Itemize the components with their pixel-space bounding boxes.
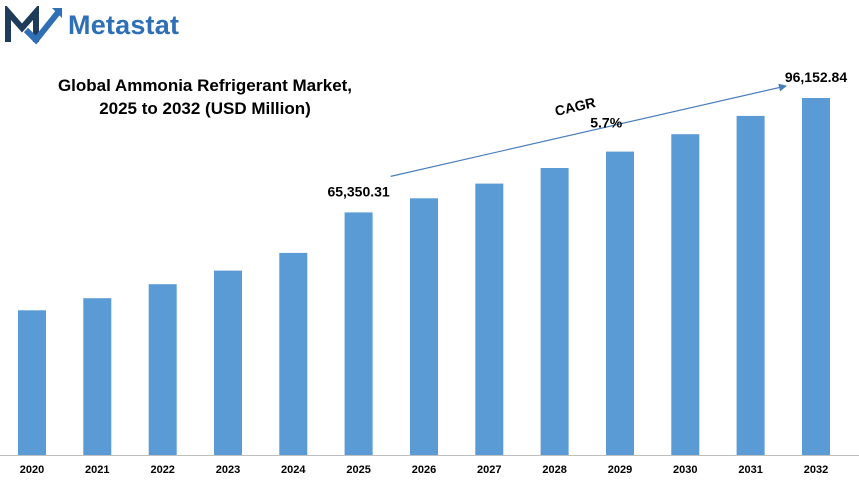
bar-2024 [279,252,308,455]
x-tick-2027: 2027 [477,464,501,476]
x-axis-ticks: 2020 2021 2022 2023 2024 2025 2026 2027 2028 2029… [20,464,828,476]
bar-2031 [736,115,765,456]
bar-2028 [540,168,569,455]
x-tick-2026: 2026 [412,464,436,476]
x-tick-2028: 2028 [542,464,566,476]
bar-2022 [148,284,177,455]
chart-title-line-1: Global Ammonia Refrigerant Market, [57,76,353,95]
bar-2020 [18,310,46,455]
x-tick-2032: 2032 [804,464,828,476]
bar-2030 [671,134,700,455]
bar-2032 [802,98,830,455]
x-tick-2025: 2025 [346,464,370,476]
x-tick-2022: 2022 [150,464,174,476]
bar-series [18,98,830,456]
data-label-2025: 65,350.31 [327,183,389,199]
cagr-arrow [390,83,787,177]
bar-2026 [410,198,438,456]
data-label-2032: 96,152.84 [785,69,847,85]
x-tick-2021: 2021 [85,464,109,476]
brand-logo: Metastat [4,4,219,46]
x-tick-2031: 2031 [738,464,762,476]
brand-name: Metastat [68,10,180,40]
x-tick-2024: 2024 [281,464,306,476]
bar-2021 [83,298,112,455]
x-tick-2029: 2029 [608,464,632,476]
cagr-value: 5.7% [590,114,622,130]
x-tick-2023: 2023 [216,464,240,476]
x-tick-2020: 2020 [20,464,44,476]
bar-2025 [344,212,373,455]
cagr-annotation: CAGR 5.7% [390,83,787,177]
bar-2029 [606,151,634,455]
metastat-logo-icon [5,4,63,45]
bar-2027 [475,183,504,455]
data-labels: 65,350.31 96,152.84 [327,69,847,199]
bar-2023 [214,270,242,455]
chart-title: Global Ammonia Refrigerant Market, 2025 … [20,74,390,120]
x-tick-2030: 2030 [673,464,697,476]
chart-title-line-2: 2025 to 2032 (USD Million) [99,99,311,118]
